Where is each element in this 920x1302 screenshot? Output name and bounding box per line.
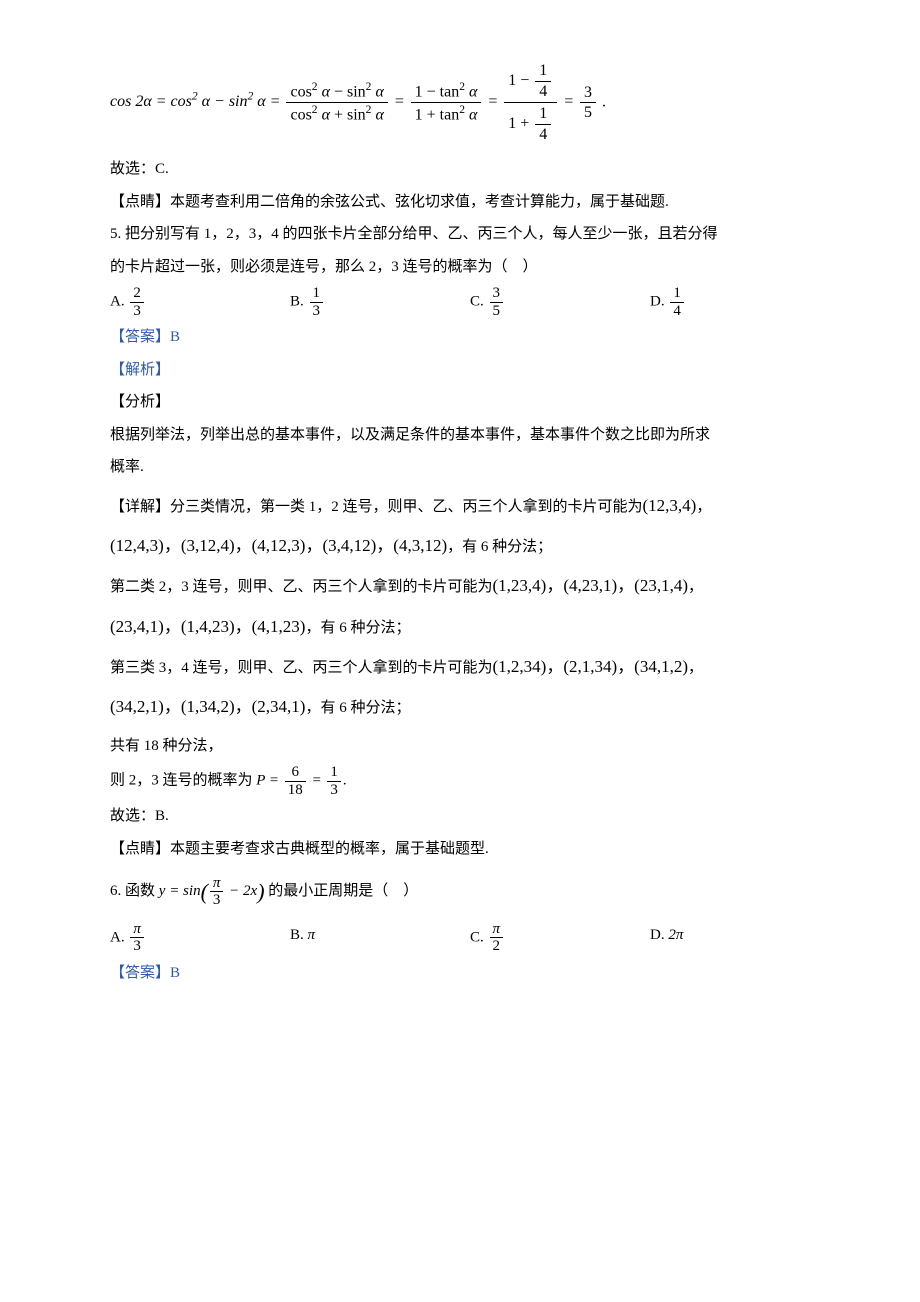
q5-detail-c3-b: (34,2,1)，(1,34,2)，(2,34,1)，有 6 种分法； [110, 691, 830, 723]
q5-jiexi: 【解析】 [110, 356, 830, 385]
q5-dianjing: 【点睛】本题主要考查求古典概型的概率，属于基础题型. [110, 835, 830, 864]
q5-total: 共有 18 种分法， [110, 732, 830, 761]
q6-option-c: C. π2 [470, 921, 650, 955]
q6-option-d: D. 22ππ [650, 921, 830, 955]
q5-option-c: C. 35 [470, 285, 650, 319]
q5-detail-c3-a: 第三类 3，4 连号，则甲、乙、丙三个人拿到的卡片可能为(1,2,34)，(2,… [110, 651, 830, 683]
q5-detail-c2-a: 第二类 2，3 连号，则甲、乙、丙三个人拿到的卡片可能为(1,23,4)，(4,… [110, 570, 830, 602]
q6-options: A. π3 B. π C. π2 D. 22ππ [110, 921, 830, 955]
select-c: 故选：C. [110, 155, 830, 184]
q5-option-a: A. 23 [110, 285, 290, 319]
equation-cos2a: cos 2α = cos2 α − sin2 α = cos2 α − sin2… [110, 60, 830, 145]
q5-detail-c2-b: (23,4,1)，(1,4,23)，(4,1,23)，有 6 种分法； [110, 611, 830, 643]
q6-stem: 6. 函数 y = sin(π3 − 2x) 的最小正周期是（ ） [110, 871, 830, 913]
q5-options: A. 23 B. 13 C. 35 D. 14 [110, 285, 830, 319]
q6-option-a: A. π3 [110, 921, 290, 955]
q6-answer: 【答案】B [110, 959, 830, 988]
dianjing-4: 【点睛】本题考查利用二倍角的余弦公式、弦化切求值，考查计算能力，属于基础题. [110, 188, 830, 217]
q5-option-d: D. 14 [650, 285, 830, 319]
q5-stem-line1: 5. 把分别写有 1，2，3，4 的四张卡片全部分给甲、乙、丙三个人，每人至少一… [110, 220, 830, 249]
q5-detail-c1-a: 【详解】分三类情况，第一类 1，2 连号，则甲、乙、丙三个人拿到的卡片可能为(1… [110, 490, 830, 522]
q5-fenxi-2: 概率. [110, 453, 830, 482]
q5-fenxi-label: 【分析】 [110, 388, 830, 417]
q5-probability: 则 2，3 连号的概率为 P = 618 = 13. [110, 764, 830, 798]
q6-option-b: B. π [290, 921, 470, 955]
q5-detail-c1-b: (12,4,3)，(3,12,4)，(4,12,3)，(3,4,12)，(4,3… [110, 530, 830, 562]
q5-stem-line2: 的卡片超过一张，则必须是连号，那么 2，3 连号的概率为（ ） [110, 253, 830, 282]
q5-fenxi-1: 根据列举法，列举出总的基本事件，以及满足条件的基本事件，基本事件个数之比即为所求 [110, 421, 830, 450]
q5-option-b: B. 13 [290, 285, 470, 319]
select-b: 故选：B. [110, 802, 830, 831]
q5-answer: 【答案】B [110, 323, 830, 352]
